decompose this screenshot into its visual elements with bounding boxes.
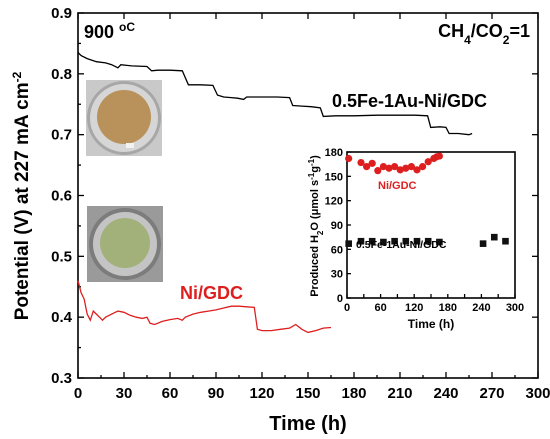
inset-y-tick-label: 180 xyxy=(325,147,343,159)
inset-y-tick-label: 120 xyxy=(325,196,343,208)
inset-y-tick-label: 30 xyxy=(331,269,343,281)
series-label-ni-gdc: Ni/GDC xyxy=(180,283,243,303)
y-tick-label: 0.4 xyxy=(51,309,73,326)
x-tick-label: 30 xyxy=(116,385,133,402)
inset-y-tick-label: 0 xyxy=(337,293,343,305)
inset-x-tick-label: 0 xyxy=(344,302,350,314)
inset-y-axis-label: Produced H2O (μmol s-1g-1) xyxy=(307,155,325,297)
inset-label-ni-gdc: Ni/GDC xyxy=(378,180,417,192)
main-x-axis-label: Time (h) xyxy=(269,413,346,435)
y-tick-label: 0.7 xyxy=(51,127,72,144)
inset-point-ni-gdc xyxy=(424,158,432,166)
inset-point-fe-au-ni-gdc xyxy=(345,240,352,247)
inset-point-ni-gdc xyxy=(435,152,443,160)
series-line-fe-au-ni-gdc xyxy=(77,52,473,136)
inset-point-ni-gdc xyxy=(379,163,387,171)
inset-point-ni-gdc xyxy=(368,159,376,167)
y-tick-label: 0.9 xyxy=(51,5,72,22)
inset-point-fe-au-ni-gdc xyxy=(413,237,421,245)
inset-point-ni-gdc xyxy=(396,166,404,174)
inset-point-ni-gdc xyxy=(391,163,399,171)
main-y-axis-label: Potential (V) at 227 mA cm-2 xyxy=(10,71,33,320)
y-tick-label: 0.5 xyxy=(51,248,72,265)
inset-point-fe-au-ni-gdc xyxy=(479,240,487,247)
main-chart: 0 30 60 90 120 150 180 210 240 270 3000.30.40.50.6… xyxy=(10,5,550,435)
main-ticks: 0 30 60 90 120 150 180 210 240 270 3000.30.40.50.6… xyxy=(51,5,550,402)
inset-point-fe-au-ni-gdc xyxy=(502,237,509,245)
inset-background xyxy=(347,152,515,298)
series-label-fe-au: 0.5Fe-1Au-Ni/GDC xyxy=(332,91,487,111)
sample-photos xyxy=(86,80,163,282)
inset-point-fe-au-ni-gdc xyxy=(391,237,398,245)
inset-point-ni-gdc xyxy=(374,167,382,175)
main-annotations: 900 oC CH4/CO2=1 0.5Fe-1Au-Ni/GDC Ni/GDC xyxy=(84,20,530,303)
inset-point-fe-au-ni-gdc xyxy=(490,233,498,241)
x-tick-label: 90 xyxy=(208,385,225,402)
x-tick-label: 210 xyxy=(387,385,412,402)
inset-point-fe-au-ni-gdc xyxy=(424,237,432,245)
inset-x-tick-label: 240 xyxy=(472,302,490,314)
inset-point-fe-au-ni-gdc xyxy=(436,238,443,246)
inset-point-ni-gdc xyxy=(357,158,365,167)
photo-electrode-green xyxy=(100,218,150,268)
x-tick-label: 180 xyxy=(341,385,366,402)
inset-point-fe-au-ni-gdc xyxy=(357,237,365,245)
y-tick-label: 0.3 xyxy=(51,370,72,387)
x-tick-label: 300 xyxy=(525,385,550,402)
inset-x-axis-label: Time (h) xyxy=(408,317,454,331)
inset-y-tick-label: 150 xyxy=(325,171,343,183)
inset-y-tick-label: 90 xyxy=(331,220,343,232)
x-tick-label: 0 xyxy=(74,385,82,402)
main-series xyxy=(77,52,473,334)
temperature-label: 900 oC xyxy=(84,20,135,42)
inset-point-fe-au-ni-gdc xyxy=(402,237,410,245)
inset-point-ni-gdc xyxy=(385,164,393,172)
sample-photo-ni xyxy=(87,206,163,282)
x-tick-label: 240 xyxy=(433,385,458,402)
inset-point-ni-gdc xyxy=(363,163,371,171)
y-tick-label: 0.6 xyxy=(51,188,72,205)
inset-point-fe-au-ni-gdc xyxy=(380,238,387,246)
inset-point-ni-gdc xyxy=(402,164,410,172)
photo-electrode-brown xyxy=(97,90,151,144)
x-tick-label: 150 xyxy=(295,385,320,402)
photo-tab xyxy=(126,143,134,148)
inset-point-ni-gdc xyxy=(413,166,421,174)
x-tick-label: 270 xyxy=(479,385,504,402)
inset-x-tick-label: 60 xyxy=(374,302,386,314)
inset-x-tick-label: 120 xyxy=(405,302,423,314)
sample-photo-fe-au xyxy=(86,80,162,156)
inset-point-ni-gdc xyxy=(419,163,427,171)
gas-ratio-label: CH4/CO2=1 xyxy=(438,21,530,47)
series-line-ni-gdc xyxy=(77,280,332,334)
inset-chart: 0 60 120 180 240 300 0 30 60 90 120 150 180 Ni/GDC 0… xyxy=(307,147,525,331)
inset-point-ni-gdc xyxy=(407,163,415,171)
inset-ticks: 0 60 120 180 240 300 0 30 60 90 120 150 180 xyxy=(325,147,525,314)
inset-label-fe-au: 0.5Fe-1Au-Ni/GDC xyxy=(356,239,447,251)
inset-x-tick-label: 180 xyxy=(439,302,457,314)
x-tick-label: 60 xyxy=(162,385,179,402)
inset-y-tick-label: 60 xyxy=(331,244,343,256)
inset-series xyxy=(345,152,509,247)
inset-point-ni-gdc xyxy=(345,154,353,163)
x-tick-label: 120 xyxy=(249,385,274,402)
inset-point-fe-au-ni-gdc xyxy=(368,237,376,245)
inset-x-tick-label: 300 xyxy=(506,302,524,314)
y-tick-label: 0.8 xyxy=(51,66,72,83)
